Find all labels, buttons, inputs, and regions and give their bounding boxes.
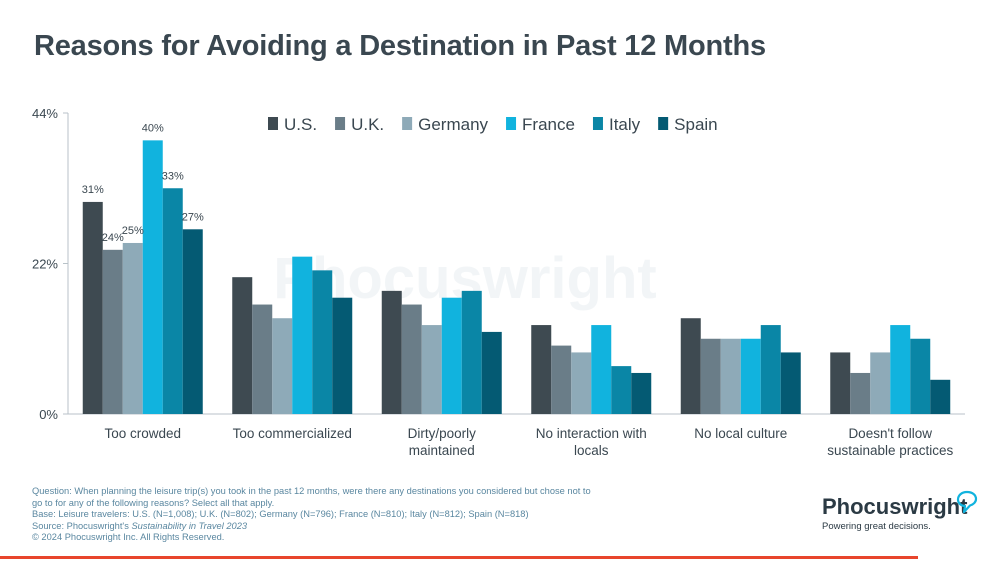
- data-label: 27%: [182, 211, 204, 223]
- legend-label: U.K.: [351, 115, 384, 134]
- x-tick-label: Too crowded: [104, 426, 181, 441]
- bar: [720, 338, 741, 414]
- bars: [82, 140, 951, 414]
- bar-chart: Phocuswright 0%22%44% 31%24%25%40%33%27%…: [32, 106, 965, 458]
- bar: [441, 297, 462, 414]
- footnote-base: Base: Leisure travelers: U.S. (N=1,008);…: [32, 509, 529, 519]
- x-tick-label: No interaction with locals: [536, 426, 647, 458]
- bar: [890, 325, 911, 414]
- data-label: 40%: [142, 122, 164, 134]
- bar: [850, 372, 871, 414]
- x-tick-label-line: Doesn't follow: [848, 426, 932, 441]
- y-tick-label: 44%: [32, 106, 58, 121]
- bar: [930, 379, 951, 414]
- bar: [232, 277, 253, 414]
- data-label: 31%: [82, 184, 104, 196]
- bar: [910, 338, 931, 414]
- legend-swatch: [402, 117, 413, 130]
- data-labels: 31% 24%25% 40% 33% 27%: [82, 122, 204, 243]
- bar: [381, 290, 402, 414]
- bar: [591, 325, 612, 414]
- x-tick-label-line: Too commercialized: [233, 426, 352, 441]
- y-axis: 0% 22% 44%: [32, 106, 965, 422]
- bar: [830, 352, 851, 414]
- chart-title: Reasons for Avoiding a Destination in Pa…: [34, 30, 766, 62]
- brand-name: Phocuswright: [822, 494, 968, 519]
- x-tick-label: Doesn't follow sustainable practices: [827, 426, 953, 458]
- bar: [461, 290, 482, 414]
- footnote-source: Source: Phocuswright's Sustainability in…: [32, 521, 592, 533]
- bar: [780, 352, 801, 414]
- brand-tagline: Powering great decisions.: [822, 521, 931, 532]
- bar: [102, 249, 123, 414]
- bar: [252, 304, 273, 414]
- footnote-copyright: © 2024 Phocuswright Inc. All Rights Rese…: [32, 532, 225, 542]
- bar: [292, 256, 313, 414]
- footnote-source-prefix: Source: Phocuswright's: [32, 520, 132, 531]
- bar: [142, 140, 163, 414]
- bar: [272, 318, 293, 414]
- x-tick-label-line: No local culture: [694, 426, 787, 441]
- bar: [421, 325, 442, 414]
- bar: [332, 297, 353, 414]
- x-tick-label-line: Too crowded: [104, 426, 181, 441]
- legend-label: France: [522, 115, 575, 134]
- legend-label: Spain: [674, 115, 717, 134]
- x-tick-label-line: locals: [574, 443, 609, 458]
- bar: [760, 325, 781, 414]
- x-axis-labels: Too crowded Too commercialized Dirty/poorl…: [104, 426, 953, 458]
- bar: [611, 366, 632, 414]
- bar: [740, 338, 761, 414]
- legend-swatch: [268, 117, 278, 130]
- data-label: 25%: [122, 225, 144, 237]
- x-tick-label-line: maintained: [409, 443, 475, 458]
- legend-label: Italy: [609, 115, 641, 134]
- x-tick-label: Dirty/poorly maintained: [408, 426, 477, 458]
- bar: [680, 318, 701, 414]
- bar: [182, 229, 203, 414]
- bar: [162, 188, 183, 414]
- footnote-question: Question: When planning the leisure trip…: [32, 486, 591, 508]
- x-tick-label: Too commercialized: [233, 426, 352, 441]
- legend-label: Germany: [418, 115, 488, 134]
- bar: [700, 338, 721, 414]
- bar: [481, 331, 502, 414]
- bar: [401, 304, 422, 414]
- bar: [551, 345, 572, 414]
- y-tick-label: 22%: [32, 257, 58, 272]
- data-label: 33%: [162, 170, 184, 182]
- bar: [122, 242, 143, 414]
- x-tick-label: No local culture: [694, 426, 787, 441]
- legend-label: U.S.: [284, 115, 317, 134]
- bar: [631, 372, 652, 414]
- chart-footnote: Question: When planning the leisure trip…: [32, 486, 592, 544]
- x-tick-label-line: Dirty/poorly: [408, 426, 477, 441]
- brand-logo: Phocuswright Powering great decisions.: [822, 494, 982, 532]
- legend-swatch: [506, 117, 517, 130]
- x-tick-label-line: sustainable practices: [827, 443, 953, 458]
- bar: [82, 201, 103, 414]
- x-tick-label-line: No interaction with: [536, 426, 647, 441]
- footnote-source-title: Sustainability in Travel 2023: [131, 520, 248, 531]
- legend: U.S. U.K. Germany France Italy Spain: [268, 115, 718, 134]
- bar: [531, 325, 552, 414]
- legend-swatch: [335, 117, 346, 130]
- speech-bubble-icon: [956, 490, 978, 514]
- data-label: 24%: [102, 232, 124, 244]
- bar: [312, 270, 333, 414]
- legend-swatch: [658, 117, 669, 130]
- bar: [870, 352, 891, 414]
- bar: [571, 352, 592, 414]
- legend-swatch: [592, 117, 603, 130]
- bottom-rule: [0, 556, 918, 559]
- y-tick-label: 0%: [39, 407, 58, 422]
